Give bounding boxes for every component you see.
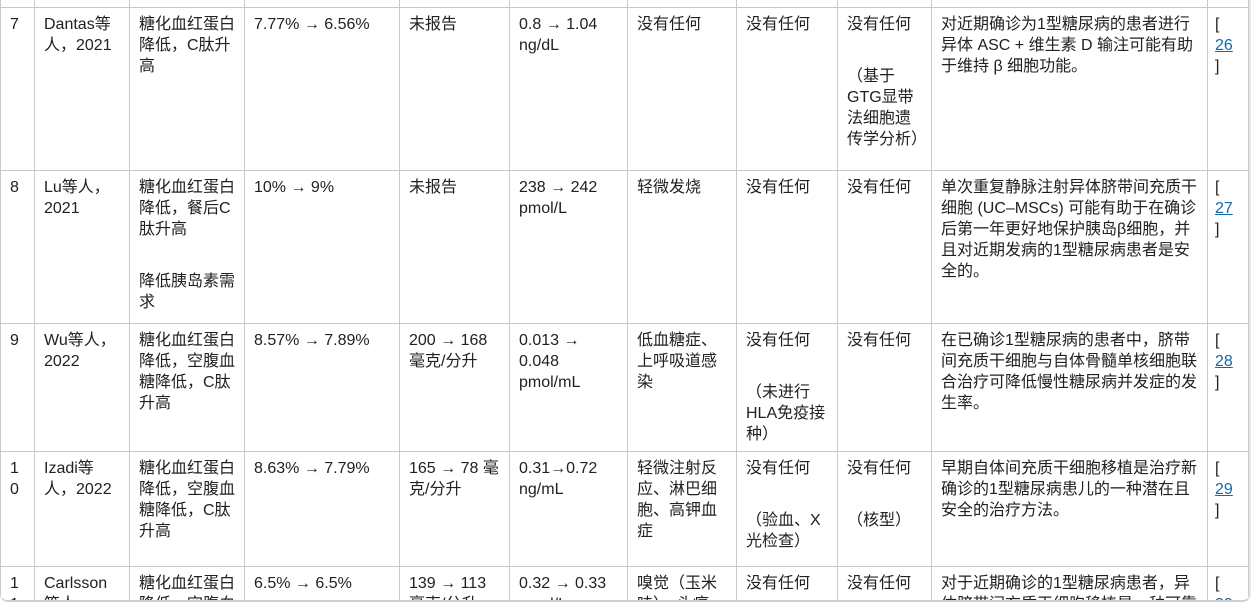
row-number-cell: 11: [0, 566, 35, 600]
outcomes-cell: 糖化血红蛋白降低，空腹血糖降低，C肽升高: [129, 323, 245, 452]
side-effects-cell: 轻微注射反应、淋巴细胞、高钾血症: [627, 451, 737, 567]
conclusion-cell: 早期自体间充质干细胞移植是治疗新确诊的1型糖尿病患儿的一种潜在且安全的治疗方法。: [931, 451, 1208, 567]
citation-close-bracket: ]: [1215, 58, 1220, 75]
citation-link[interactable]: 30: [1215, 594, 1244, 600]
immunogenicity-cell: 没有任何: [837, 170, 932, 324]
immunogenicity-cell: 没有任何: [837, 323, 932, 452]
table-row: 7 Dantas等人，2021 糖化血红蛋白降低，C肽升高 7.77% → 6.…: [0, 7, 1249, 171]
immunogenicity-cell: 没有任何: [837, 566, 932, 600]
outcomes-cell: 糖化血红蛋白降低，C肽升高: [129, 7, 245, 171]
hba1c-change-cell: 10% → 9%: [244, 170, 400, 324]
citation-open-bracket: [: [1215, 332, 1220, 349]
study-author-cell: Dantas等人，2021: [34, 7, 130, 171]
citation-open-bracket: [: [1215, 460, 1220, 477]
c-peptide-change-cell: 0.8 → 1.04 ng/dL: [509, 7, 628, 171]
reference-cell: [ 29 ]: [1207, 451, 1249, 567]
serious-ae-cell: 没有任何（未进行HLA免疫接种）: [736, 323, 838, 452]
hba1c-change-cell: 8.63% → 7.79%: [244, 451, 400, 567]
citation-open-bracket: [: [1215, 16, 1220, 33]
study-author-cell: Carlsson等人，2023: [34, 566, 130, 600]
row-number-cell: 10: [0, 451, 35, 567]
side-effects-cell: 嗅觉（玉米味）、头痛: [627, 566, 737, 600]
conclusion-cell: 对于近期确诊的1型糖尿病患者，异体脐带间充质干细胞移植是一种可靠且安全的治疗选择…: [931, 566, 1208, 600]
row-number-cell: 8: [0, 170, 35, 324]
immunogenicity-cell: 没有任何 （基于GTG显带法细胞遗传学分析）: [837, 7, 932, 171]
citation-close-bracket: ]: [1215, 502, 1220, 519]
citation-close-bracket: ]: [1215, 374, 1220, 391]
citation-close-bracket: ]: [1215, 221, 1220, 238]
study-author-cell: Izadi等人，2022: [34, 451, 130, 567]
fasting-glucose-cell: 139 → 113 毫克/分升: [399, 566, 510, 600]
study-author-cell: Wu等人，2022: [34, 323, 130, 452]
side-effects-cell: 没有任何: [627, 7, 737, 171]
c-peptide-change-cell: 238 → 242 pmol/L: [509, 170, 628, 324]
study-author-cell: Lu等人，2021: [34, 170, 130, 324]
outcomes-cell: 糖化血红蛋白降低，空腹血糖降低，C肽升高: [129, 566, 245, 600]
reference-cell: [ 26 ]: [1207, 7, 1249, 171]
reference-cell: [ 27 ]: [1207, 170, 1249, 324]
row-number-cell: 7: [0, 7, 35, 171]
citation-open-bracket: [: [1215, 575, 1220, 592]
serious-ae-cell: 没有任何（未进行HLA免疫接种）: [736, 566, 838, 600]
c-peptide-change-cell: 0.31→0.72 ng/mL: [509, 451, 628, 567]
reference-cell: [ 30 ]: [1207, 566, 1249, 600]
table-row: 10 Izadi等人，2022 糖化血红蛋白降低，空腹血糖降低，C肽升高 8.6…: [0, 451, 1249, 567]
citation-link[interactable]: 28: [1215, 353, 1233, 370]
side-effects-cell: 低血糖症、上呼吸道感染: [627, 323, 737, 452]
conclusion-cell: 在已确诊1型糖尿病的患者中，脐带间充质干细胞与自体骨髓单核细胞联合治疗可降低慢性…: [931, 323, 1208, 452]
clipped-previous-row: [0, 0, 1249, 8]
c-peptide-change-cell: 0.013 → 0.048 pmol/mL: [509, 323, 628, 452]
conclusion-cell: 单次重复静脉注射异体脐带间充质干细胞 (UC–MSCs) 可能有助于在确诊后第一…: [931, 170, 1208, 324]
hba1c-change-cell: 8.57% → 7.89%: [244, 323, 400, 452]
fasting-glucose-cell: 165 → 78 毫克/分升: [399, 451, 510, 567]
side-effects-cell: 轻微发烧: [627, 170, 737, 324]
serious-ae-cell: 没有任何 （验血、X光检查）: [736, 451, 838, 567]
citation-open-bracket: [: [1215, 179, 1220, 196]
outcomes-cell: 糖化血红蛋白降低，空腹血糖降低，C肽升高: [129, 451, 245, 567]
reference-cell: [ 28 ]: [1207, 323, 1249, 452]
hba1c-change-cell: 6.5% → 6.5%: [244, 566, 400, 600]
c-peptide-change-cell: 0.32 → 0.33 nmol/L: [509, 566, 628, 600]
citation-link[interactable]: 29: [1215, 481, 1233, 498]
table-row: 8 Lu等人，2021 糖化血红蛋白降低，餐后C肽升高 降低胰岛素需求 10% →…: [0, 170, 1249, 324]
fasting-glucose-cell: 未报告: [399, 170, 510, 324]
citation-link[interactable]: 26: [1215, 37, 1233, 54]
outcomes-cell: 糖化血红蛋白降低，餐后C肽升高 降低胰岛素需求: [129, 170, 245, 324]
citation-link[interactable]: 27: [1215, 200, 1233, 217]
row-number-cell: 9: [0, 323, 35, 452]
serious-ae-cell: 没有任何: [736, 7, 838, 171]
table-row: 9 Wu等人，2022 糖化血红蛋白降低，空腹血糖降低，C肽升高 8.57% →…: [0, 323, 1249, 452]
hba1c-change-cell: 7.77% → 6.56%: [244, 7, 400, 171]
fasting-glucose-cell: 未报告: [399, 7, 510, 171]
table-row: 11 Carlsson等人，2023 糖化血红蛋白降低，空腹血糖降低，C肽升高 …: [0, 566, 1249, 600]
fasting-glucose-cell: 200 → 168 毫克/分升: [399, 323, 510, 452]
serious-ae-cell: 没有任何: [736, 170, 838, 324]
immunogenicity-cell: 没有任何 （核型）: [837, 451, 932, 567]
conclusion-cell: 对近期确诊为1型糖尿病的患者进行异体 ASC + 维生素 D 输注可能有助于维持…: [931, 7, 1208, 171]
